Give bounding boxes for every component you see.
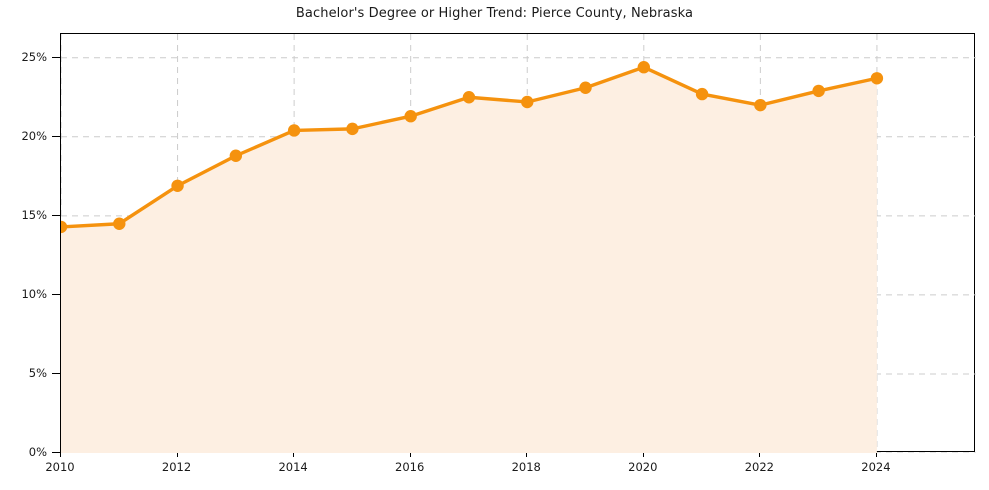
y-axis-tick-mark [52, 452, 60, 453]
data-point-marker [754, 98, 767, 112]
chart-title: Bachelor's Degree or Higher Trend: Pierc… [295, 6, 694, 21]
data-point-marker [61, 220, 68, 234]
series-plot [61, 34, 976, 453]
x-axis-tick-label: 2020 [628, 460, 658, 474]
x-axis-tick-mark [526, 452, 528, 457]
data-point-marker [579, 81, 592, 94]
y-axis-tick-label: 25% [21, 49, 47, 64]
y-axis-tick-mark [52, 135, 60, 137]
data-point-marker [521, 95, 534, 109]
x-axis-tick-mark [759, 452, 761, 457]
data-point-marker [229, 149, 243, 162]
data-point-marker [346, 122, 359, 136]
y-axis-tick-label: 10% [21, 286, 47, 301]
data-point-marker [113, 217, 126, 230]
x-axis-tick-mark [642, 452, 644, 457]
data-point-marker [287, 124, 301, 137]
data-point-marker [404, 110, 417, 123]
x-axis-tick-mark [176, 452, 178, 457]
y-axis-tick-label: 5% [28, 365, 47, 380]
data-point-marker [462, 91, 476, 104]
data-point-marker [870, 72, 884, 85]
y-axis-tick-label: 0% [28, 445, 47, 459]
data-point-marker [695, 87, 709, 101]
y-axis-tick-mark [52, 56, 60, 58]
x-axis-tick-label: 2018 [511, 460, 541, 474]
y-axis-tick-labels: 0% 5% 10% 15% 20% 25% [0, 0, 47, 490]
y-axis-tick-label: 20% [21, 128, 47, 143]
x-axis-tick-mark [60, 452, 61, 457]
plot-area [60, 33, 976, 453]
data-point-marker [637, 61, 650, 74]
y-axis-tick-mark [52, 214, 60, 216]
x-axis-tick-label: 2016 [395, 460, 425, 474]
data-point-marker [812, 84, 825, 98]
x-axis-tick-label: 2022 [744, 460, 774, 474]
y-axis-tick-label: 15% [21, 207, 47, 222]
series-markers [61, 61, 884, 234]
area-fill [61, 67, 877, 453]
data-point-marker [171, 179, 184, 192]
x-axis-tick-label: 2024 [861, 460, 891, 474]
x-axis-tick-mark [293, 452, 295, 457]
x-axis-tick-label: 2010 [45, 460, 75, 474]
x-axis-tick-mark [875, 452, 877, 457]
y-axis-tick-mark [52, 293, 60, 295]
x-axis-tick-label: 2012 [161, 460, 192, 474]
x-axis-tick-label: 2014 [278, 460, 308, 474]
x-axis-tick-mark [409, 452, 411, 457]
y-axis-tick-mark [52, 372, 60, 374]
